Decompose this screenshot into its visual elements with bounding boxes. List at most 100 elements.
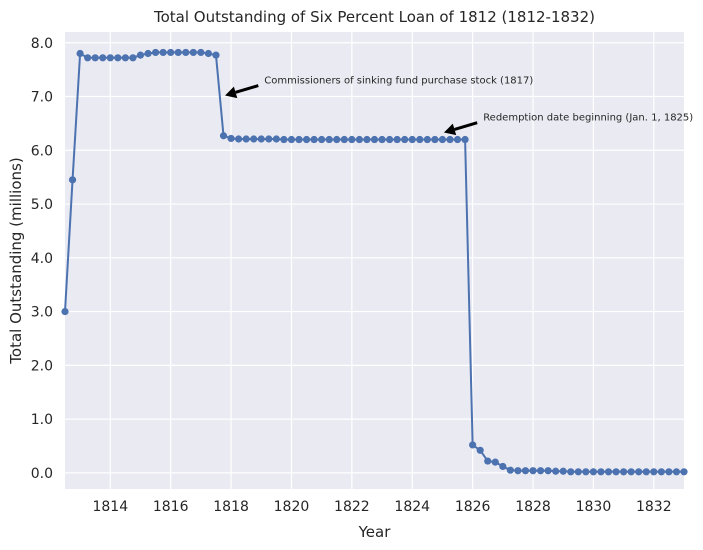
data-point	[204, 49, 213, 58]
annotation-arrow-shaft	[235, 84, 259, 94]
data-point	[318, 135, 326, 144]
x-tick-label: 1814	[92, 499, 128, 515]
y-tick-label: 0.0	[31, 466, 53, 482]
data-point	[680, 468, 688, 476]
y-tick-label: 1.0	[31, 412, 53, 428]
chart-title: Total Outstanding of Six Percent Loan of…	[153, 8, 595, 26]
data-point	[76, 49, 84, 58]
data-point	[536, 467, 545, 475]
data-point	[363, 135, 371, 144]
data-point	[340, 135, 348, 144]
data-point	[174, 48, 182, 57]
data-point	[642, 468, 650, 476]
data-point	[159, 48, 167, 57]
data-point	[219, 132, 228, 140]
annotations: Commissioners of sinking fund purchase s…	[225, 76, 693, 136]
annotation-text: Redemption date beginning (Jan. 1, 1825)	[483, 113, 693, 124]
data-point	[438, 135, 447, 144]
x-tick-label: 1828	[515, 499, 551, 515]
y-tick-label: 2.0	[31, 358, 53, 374]
data-point	[99, 54, 107, 62]
gridlines	[65, 32, 684, 489]
annotation-arrow-head	[443, 123, 457, 136]
data-point	[370, 135, 379, 144]
y-tick-label: 4.0	[31, 251, 53, 267]
data-point	[280, 135, 288, 144]
data-point	[227, 134, 235, 143]
data-point	[212, 51, 220, 59]
data-point	[295, 135, 303, 144]
data-point	[265, 135, 273, 143]
data-point	[431, 135, 439, 144]
data-point	[604, 468, 613, 476]
data-point	[348, 135, 356, 144]
x-tick-label: 1816	[153, 499, 189, 515]
data-point	[423, 135, 431, 144]
data-point	[446, 135, 454, 144]
data-point	[506, 466, 514, 474]
data-point	[552, 467, 560, 475]
data-point	[272, 135, 280, 143]
annotation-arrow-head	[225, 86, 238, 99]
data-point	[469, 441, 477, 449]
x-tick-label: 1822	[334, 499, 370, 515]
data-point	[287, 135, 296, 144]
data-point	[151, 48, 160, 57]
data-point	[333, 135, 341, 144]
data-point	[68, 176, 77, 184]
data-point	[665, 468, 673, 476]
data-point	[136, 51, 145, 59]
data-point	[672, 468, 681, 476]
data-point	[401, 135, 409, 144]
data-point	[657, 468, 665, 476]
data-series	[61, 48, 688, 476]
data-point	[91, 54, 99, 62]
data-point	[582, 468, 590, 476]
x-tick-label: 1818	[213, 499, 249, 515]
data-point	[144, 49, 152, 58]
data-point	[529, 467, 537, 475]
annotation-arrow-shaft	[454, 121, 478, 131]
data-point	[589, 468, 598, 476]
data-point	[121, 54, 129, 62]
data-point	[574, 468, 582, 476]
data-point	[385, 135, 394, 144]
x-tick-label: 1820	[274, 499, 310, 515]
data-point	[61, 307, 69, 316]
data-point	[491, 458, 499, 466]
data-point	[310, 135, 318, 144]
data-point	[635, 468, 643, 476]
data-point	[514, 467, 522, 475]
x-axis-label: Year	[358, 523, 392, 541]
data-point	[189, 48, 197, 57]
y-axis-label: Total Outstanding (millions)	[7, 157, 25, 364]
y-tick-label: 3.0	[31, 305, 53, 321]
data-point	[167, 48, 175, 57]
data-point	[378, 135, 386, 144]
data-point	[544, 467, 552, 475]
y-tick-label: 6.0	[31, 143, 53, 159]
data-point	[650, 468, 658, 476]
y-tick-label: 5.0	[31, 197, 53, 213]
data-point	[106, 54, 114, 62]
axes: 1814 1816 1818 1820 1822 1824 1826 1828 1830 1832…	[31, 36, 672, 515]
data-point	[499, 462, 507, 471]
data-point	[242, 135, 250, 143]
x-tick-label: 1826	[455, 499, 491, 515]
data-point	[612, 468, 620, 476]
data-point	[182, 48, 190, 57]
x-tick-label: 1824	[394, 499, 430, 515]
data-point	[521, 467, 530, 475]
data-point	[129, 54, 137, 62]
annotation-text: Commissioners of sinking fund purchase s…	[264, 76, 533, 87]
plot-background	[65, 32, 684, 489]
data-point	[250, 135, 258, 143]
data-point	[84, 54, 92, 62]
data-point	[567, 468, 575, 476]
data-point	[627, 468, 635, 476]
data-point	[408, 135, 416, 144]
data-point	[453, 135, 462, 144]
x-tick-label: 1832	[636, 499, 672, 515]
data-point	[484, 457, 492, 465]
data-point	[620, 468, 628, 476]
